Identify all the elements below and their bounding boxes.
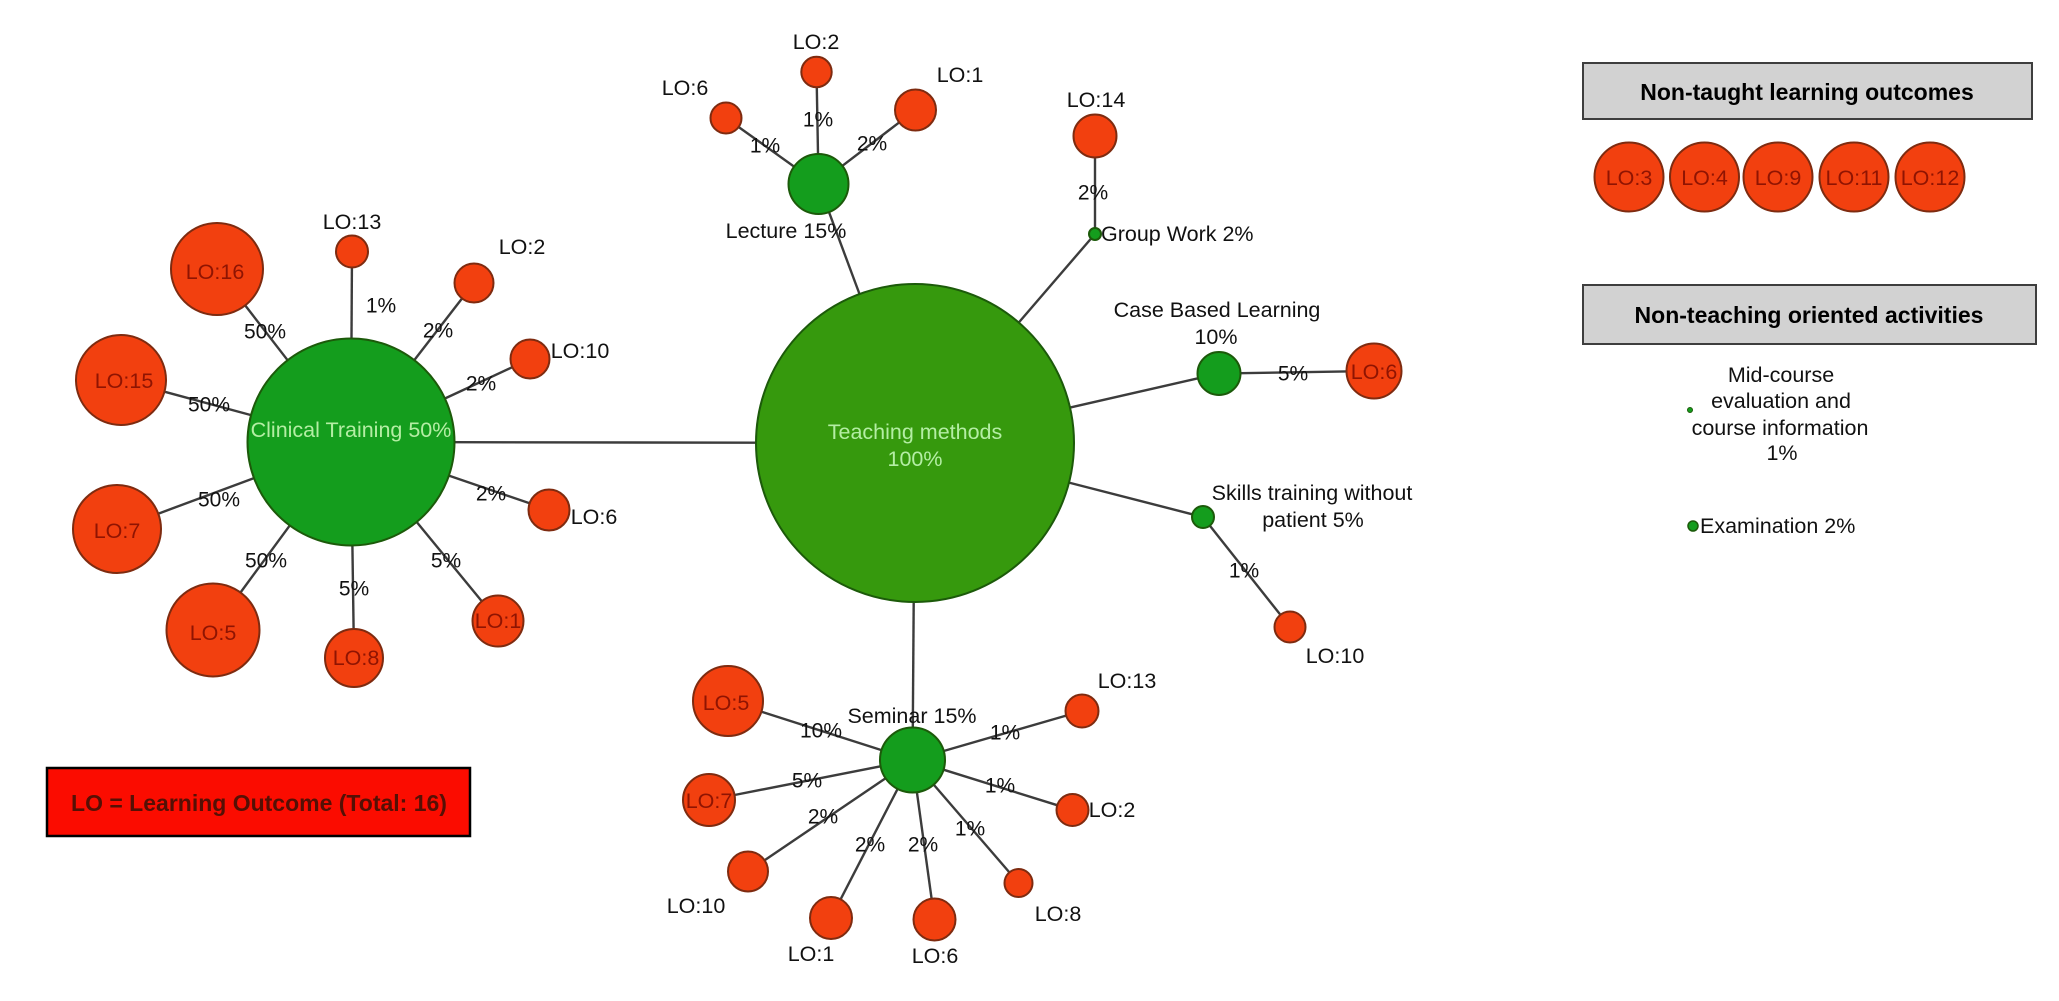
svg-text:50%: 50% xyxy=(188,394,230,417)
svg-text:50%: 50% xyxy=(244,321,286,344)
svg-text:Mid-course: Mid-course xyxy=(1728,363,1834,387)
svg-text:Skills training without: Skills training without xyxy=(1212,481,1413,505)
svg-text:2%: 2% xyxy=(1078,182,1108,205)
svg-text:1%: 1% xyxy=(1766,441,1797,465)
svg-text:5%: 5% xyxy=(1278,363,1308,386)
svg-text:1%: 1% xyxy=(985,775,1015,798)
svg-text:5%: 5% xyxy=(792,770,822,793)
svg-text:50%: 50% xyxy=(245,550,287,573)
svg-text:LO:13: LO:13 xyxy=(323,210,382,234)
svg-text:5%: 5% xyxy=(431,550,461,573)
svg-text:1%: 1% xyxy=(750,135,780,158)
svg-text:LO:8: LO:8 xyxy=(1035,902,1082,926)
svg-text:LO:14: LO:14 xyxy=(1067,88,1126,112)
svg-text:patient 5%: patient 5% xyxy=(1262,508,1364,532)
svg-text:5%: 5% xyxy=(339,578,369,601)
svg-text:Clinical Training 50%: Clinical Training 50% xyxy=(251,418,452,442)
svg-text:2%: 2% xyxy=(908,834,938,857)
svg-text:LO:12: LO:12 xyxy=(1901,166,1960,190)
svg-text:LO:9: LO:9 xyxy=(1755,166,1802,190)
svg-text:LO:5: LO:5 xyxy=(703,691,750,715)
svg-text:10%: 10% xyxy=(800,720,842,743)
svg-text:LO:6: LO:6 xyxy=(1351,360,1398,384)
svg-text:1%: 1% xyxy=(366,295,396,318)
svg-text:LO:10: LO:10 xyxy=(1306,644,1365,668)
svg-text:1%: 1% xyxy=(803,109,833,132)
svg-text:1%: 1% xyxy=(1229,560,1259,583)
svg-text:LO:2: LO:2 xyxy=(499,235,546,259)
svg-text:LO:2: LO:2 xyxy=(793,30,840,54)
svg-text:LO:2: LO:2 xyxy=(1089,798,1136,822)
svg-text:Non-taught learning outcomes: Non-taught learning outcomes xyxy=(1640,79,1974,105)
svg-text:100%: 100% xyxy=(888,447,943,471)
svg-text:LO:6: LO:6 xyxy=(571,505,618,529)
svg-text:course information: course information xyxy=(1692,416,1869,440)
svg-text:LO:13: LO:13 xyxy=(1098,669,1157,693)
svg-text:LO:10: LO:10 xyxy=(551,339,610,363)
svg-text:LO:7: LO:7 xyxy=(686,789,733,813)
svg-text:Examination 2%: Examination 2% xyxy=(1700,514,1855,538)
svg-text:LO = Learning Outcome (Total:: LO = Learning Outcome (Total: 16) xyxy=(71,790,447,816)
svg-text:LO:5: LO:5 xyxy=(190,621,237,645)
svg-text:LO:6: LO:6 xyxy=(912,944,959,968)
svg-text:2%: 2% xyxy=(466,373,496,396)
svg-text:50%: 50% xyxy=(198,489,240,512)
svg-text:10%: 10% xyxy=(1194,325,1237,349)
svg-text:Non-teaching oriented activiti: Non-teaching oriented activities xyxy=(1635,302,1984,328)
svg-text:2%: 2% xyxy=(476,483,506,506)
svg-text:Case Based Learning: Case Based Learning xyxy=(1114,298,1321,322)
svg-text:1%: 1% xyxy=(955,818,985,841)
svg-text:LO:3: LO:3 xyxy=(1606,166,1653,190)
svg-text:LO:1: LO:1 xyxy=(788,942,835,966)
svg-text:LO:1: LO:1 xyxy=(475,609,522,633)
svg-text:LO:1: LO:1 xyxy=(937,63,984,87)
svg-text:LO:6: LO:6 xyxy=(662,76,709,100)
svg-text:Teaching methods: Teaching methods xyxy=(828,420,1003,444)
svg-text:evaluation and: evaluation and xyxy=(1711,389,1851,413)
svg-text:Group Work 2%: Group Work 2% xyxy=(1101,222,1254,246)
svg-text:LO:16: LO:16 xyxy=(186,260,245,284)
svg-text:Seminar 15%: Seminar 15% xyxy=(847,704,976,728)
svg-text:LO:7: LO:7 xyxy=(94,519,141,543)
svg-text:2%: 2% xyxy=(423,320,453,343)
svg-text:LO:8: LO:8 xyxy=(333,646,380,670)
svg-text:LO:4: LO:4 xyxy=(1681,166,1728,190)
svg-text:2%: 2% xyxy=(808,806,838,829)
svg-text:Lecture 15%: Lecture 15% xyxy=(726,219,847,243)
svg-text:LO:10: LO:10 xyxy=(667,894,726,918)
svg-text:2%: 2% xyxy=(857,133,887,156)
svg-text:LO:11: LO:11 xyxy=(1826,166,1883,190)
svg-text:2%: 2% xyxy=(855,834,885,857)
svg-text:1%: 1% xyxy=(990,722,1020,745)
svg-text:LO:15: LO:15 xyxy=(95,369,154,393)
